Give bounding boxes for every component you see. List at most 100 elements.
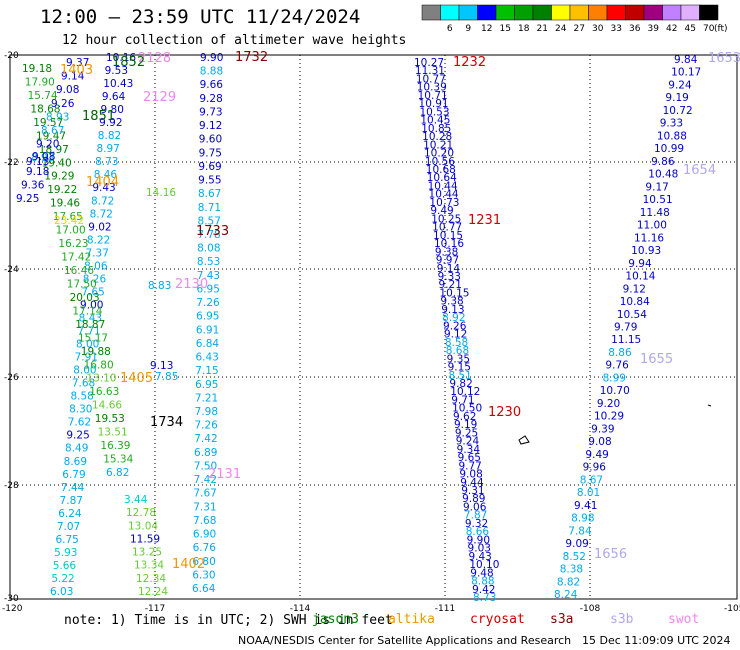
- pass-number-label: 1733: [196, 224, 229, 239]
- wave-height-value: 8.86: [608, 347, 632, 359]
- wave-height-value: 8.72: [90, 208, 113, 220]
- wave-height-value: 7.42: [194, 433, 217, 445]
- wave-height-value: 8.82: [557, 576, 580, 588]
- wave-height-value: 7.68: [193, 515, 216, 527]
- wave-height-value: 6.95: [195, 379, 218, 391]
- wave-height-value: 10.88: [657, 130, 687, 142]
- wave-height-value: 9.14: [61, 71, 85, 83]
- wave-height-value: 8.68: [446, 345, 469, 357]
- wave-height-value: 9.19: [665, 92, 688, 104]
- wave-height-value: 8.58: [70, 391, 93, 403]
- wave-height-value: 9.03: [468, 543, 491, 555]
- sat-label-s3a: s3a: [550, 612, 574, 627]
- wave-height-value: 8.93: [31, 152, 54, 164]
- wave-height-value: 9.12: [623, 283, 646, 295]
- wave-height-value: 19.57: [33, 117, 63, 129]
- pass-number-label: 2129: [143, 90, 176, 105]
- wave-height-value: 10.17: [671, 67, 701, 79]
- wave-height-value: 6.76: [193, 542, 217, 554]
- wave-height-value: 17.14: [72, 305, 102, 317]
- wave-height-value: 9.94: [628, 258, 652, 270]
- wave-height-value: 8.66: [466, 526, 490, 538]
- wave-height-value: 8.43: [79, 312, 102, 324]
- lon-tick-label: -114: [290, 604, 311, 614]
- wave-height-value: 6.82: [106, 467, 129, 479]
- wave-height-value: 9.09: [565, 538, 588, 550]
- wave-height-value: 8.67: [580, 474, 603, 486]
- wave-height-value: 15.74: [28, 90, 58, 102]
- wave-height-value: 9.19: [454, 419, 477, 431]
- sat-label-altika: altika: [388, 612, 435, 627]
- wave-height-value: 9.42: [472, 584, 495, 596]
- wave-height-value: 7.31: [193, 501, 216, 513]
- wave-height-value: 9.79: [614, 322, 637, 334]
- wave-height-value: 19.47: [36, 130, 66, 142]
- colorbar-level-label: 42: [666, 24, 677, 34]
- wave-height-value: 9.08: [459, 469, 482, 481]
- wave-height-value: 12.34: [136, 573, 166, 585]
- wave-height-value: 11.59: [130, 533, 160, 545]
- wave-height-value: 9.39: [591, 423, 614, 435]
- wave-height-value: 5.93: [54, 547, 77, 559]
- wave-height-value: 5.66: [53, 560, 77, 572]
- wave-height-value: 9.43: [92, 182, 115, 194]
- pass-number-label: 1732: [235, 50, 268, 65]
- wave-height-value: 8.88: [471, 576, 494, 588]
- wave-height-value: 8.49: [65, 443, 88, 455]
- wave-height-value: 6.43: [195, 352, 218, 364]
- wave-height-value: 9.26: [443, 320, 467, 332]
- wave-height-value: 8.82: [98, 130, 121, 142]
- wave-height-value: 8.67: [41, 125, 64, 137]
- wave-height-value: 9.37: [66, 57, 89, 69]
- colorbar-swatch: [643, 4, 663, 21]
- wave-height-value: 3.44: [124, 494, 148, 506]
- wave-height-value: 13.51: [98, 427, 128, 439]
- wave-height-value: 8.00: [76, 339, 99, 351]
- lon-tick-label: -111: [435, 604, 455, 614]
- colorbar-level-label: 33: [611, 24, 622, 34]
- wave-height-value: 16.46: [64, 265, 94, 277]
- colorbar-level-label: 30: [592, 24, 604, 34]
- wave-height-value: 9.60: [199, 134, 222, 146]
- wave-height-value: 10.15: [433, 230, 463, 242]
- wave-height-value: 8.99: [603, 372, 626, 384]
- colorbar-level-label: 27: [574, 24, 585, 34]
- wave-height-value: 7.98: [195, 406, 218, 418]
- wave-height-value: 9.82: [449, 378, 472, 390]
- note-text: note: 1) Time is in UTC; 2) SWH is in fe…: [64, 613, 393, 628]
- wave-height-value: 19.88: [81, 346, 111, 358]
- wave-height-value: 10.72: [663, 105, 693, 117]
- wave-height-value: 9.33: [660, 118, 683, 130]
- wave-height-value: 9.62: [453, 411, 476, 423]
- wave-height-value: 7.26: [196, 297, 220, 309]
- map-frame: [9, 54, 738, 600]
- lat-tick-label: -24: [4, 265, 19, 275]
- wave-height-value: 19.18: [22, 63, 52, 75]
- wave-height-value: 9.43: [468, 551, 491, 563]
- wave-height-value: 7.15: [195, 365, 218, 377]
- wave-height-value: 10.53: [419, 106, 449, 118]
- wave-height-value: 9.97: [436, 255, 459, 267]
- wave-height-value: 9.17: [645, 181, 668, 193]
- pass-number-label: 2131: [208, 467, 241, 482]
- wave-height-value: 6.30: [192, 569, 215, 581]
- pass-number-label: 1734: [150, 415, 183, 430]
- wave-height-value: 10.43: [103, 78, 133, 90]
- wave-height-value: 8.92: [442, 312, 465, 324]
- wave-height-value: 10.64: [427, 172, 457, 184]
- wave-height-value: 8.57: [198, 215, 221, 227]
- wave-height-value: 16.39: [100, 440, 130, 452]
- wave-height-value: 9.35: [447, 353, 470, 365]
- wave-height-value: 6.84: [196, 338, 220, 350]
- wave-height-value: 10.85: [421, 123, 451, 135]
- wave-height-value: 7.07: [57, 521, 80, 533]
- wave-height-value: 23.42: [54, 215, 84, 227]
- wave-height-value: 9.65: [458, 452, 481, 464]
- wave-height-value: 8.46: [94, 169, 118, 181]
- wave-height-value: 9.49: [585, 449, 608, 461]
- sat-label-swot: swot: [668, 612, 700, 627]
- pass-number-label: 2130: [175, 277, 208, 292]
- wave-height-value: 7.44: [61, 482, 85, 494]
- wave-height-value: 8.73: [95, 156, 118, 168]
- wave-height-value: 10.91: [419, 98, 449, 110]
